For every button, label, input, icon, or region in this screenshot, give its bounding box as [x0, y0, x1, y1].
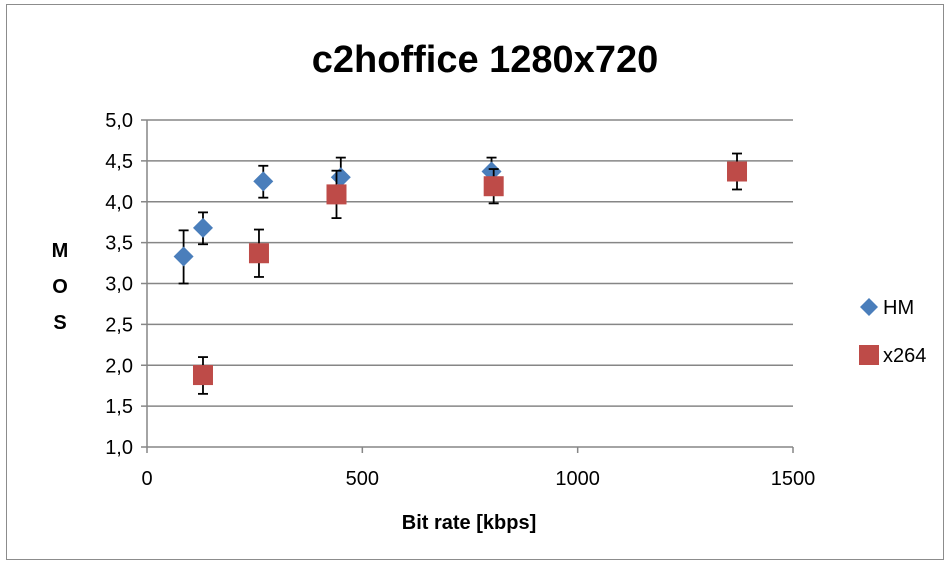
hm-point-0 [173, 229, 194, 285]
x-tick-label: 1500 [771, 468, 816, 490]
diamond-marker [192, 217, 213, 238]
x-tick-label: 0 [141, 468, 152, 490]
hm-point-1 [192, 211, 213, 246]
y-tick-label: 3,0 [105, 274, 133, 296]
y-tick-label: 2,5 [105, 314, 133, 336]
legend-label: HM [883, 297, 914, 319]
data-points [173, 152, 748, 395]
grid-lines [141, 119, 794, 453]
y-axis-label-letter: O [52, 276, 68, 298]
legend-item-hm: HM [860, 297, 914, 319]
x-tick-label: 1000 [555, 468, 600, 490]
y-tick-label: 3,5 [105, 233, 133, 255]
chart-frame [6, 4, 944, 560]
y-tick-label: 1,5 [105, 396, 133, 418]
y-axis-label-letter: M [52, 240, 69, 262]
square-marker [326, 184, 347, 205]
x-tick-labels: 0 500 1000 1500 [141, 468, 815, 490]
x264-point-2 [326, 169, 347, 220]
x-axis-label: Bit rate [kbps] [402, 512, 536, 534]
x264-point-4 [727, 152, 748, 191]
y-tick-label: 4,0 [105, 192, 133, 214]
square-marker [192, 365, 213, 386]
square-marker [483, 176, 504, 197]
x264-point-0 [192, 356, 213, 395]
y-axis-label: MOS [52, 240, 69, 334]
legend-square-marker [859, 345, 879, 365]
chart-title: c2hoffice 1280x720 [312, 39, 658, 81]
y-tick-label: 1,0 [105, 437, 133, 459]
legend-label: x264 [883, 345, 926, 367]
y-axis-label-letter: S [53, 312, 66, 334]
y-tick-label: 4,5 [105, 151, 133, 173]
diamond-marker [173, 246, 194, 267]
y-tick-label: 5,0 [105, 110, 133, 132]
x264-point-3 [483, 168, 504, 205]
legend: HM x264 [859, 297, 926, 367]
square-marker [248, 243, 269, 264]
diamond-marker [253, 171, 274, 192]
x-tick-label: 500 [346, 468, 379, 490]
legend-item-x264: x264 [859, 345, 926, 367]
legend-diamond-marker [860, 298, 878, 316]
y-tick-label: 2,0 [105, 355, 133, 377]
y-tick-labels: 1,0 1,5 2,0 2,5 3,0 3,5 4,0 4,5 5,0 [105, 110, 133, 459]
square-marker [727, 161, 748, 182]
hm-point-2 [253, 164, 274, 199]
x264-point-1 [248, 228, 269, 278]
